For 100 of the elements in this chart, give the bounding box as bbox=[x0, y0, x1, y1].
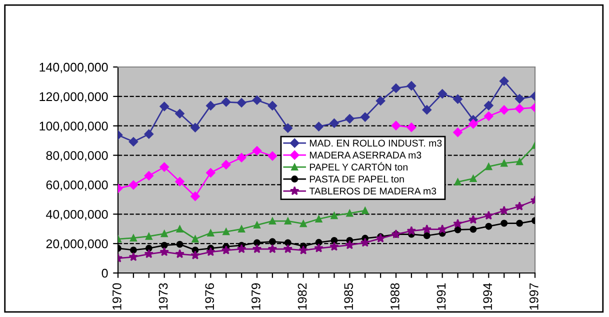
x-tick-label: 1997 bbox=[530, 283, 538, 310]
point bbox=[314, 122, 324, 132]
point bbox=[453, 94, 462, 104]
x-tick-label: 1982 bbox=[298, 283, 307, 310]
y-tick-label: 0 bbox=[102, 268, 108, 278]
point bbox=[500, 220, 508, 227]
point bbox=[514, 94, 524, 104]
point bbox=[206, 101, 216, 110]
point bbox=[284, 218, 292, 225]
point bbox=[300, 220, 307, 228]
point bbox=[330, 237, 338, 244]
point bbox=[406, 226, 416, 235]
point bbox=[499, 76, 509, 86]
point bbox=[330, 242, 339, 251]
point bbox=[160, 162, 169, 172]
point bbox=[206, 247, 216, 256]
point bbox=[360, 112, 370, 122]
x-tick-label: 1970 bbox=[112, 283, 122, 310]
point bbox=[268, 101, 278, 110]
point bbox=[406, 122, 416, 132]
point bbox=[283, 244, 293, 254]
point bbox=[345, 240, 354, 250]
point bbox=[484, 100, 494, 110]
point bbox=[144, 129, 154, 139]
y-tick-label: 20,000,000 bbox=[46, 239, 108, 250]
point bbox=[252, 146, 262, 156]
point bbox=[236, 244, 246, 254]
point bbox=[268, 244, 278, 254]
point bbox=[391, 120, 401, 130]
x-tick-label: 1976 bbox=[205, 283, 214, 310]
legend-label: TABLEROS DE MADERA m3 bbox=[309, 188, 436, 195]
x-tick-label: 1991 bbox=[436, 283, 446, 310]
legend-label: MAD. EN ROLLO INDUST. m3 bbox=[310, 140, 442, 147]
point bbox=[222, 228, 230, 236]
point bbox=[190, 250, 200, 260]
point bbox=[175, 177, 184, 186]
point bbox=[514, 104, 524, 114]
point bbox=[468, 119, 478, 129]
point bbox=[485, 163, 492, 170]
point bbox=[160, 242, 168, 249]
point bbox=[468, 214, 478, 224]
point bbox=[376, 96, 386, 106]
point bbox=[236, 98, 246, 108]
point bbox=[175, 249, 184, 258]
point bbox=[238, 226, 246, 232]
point bbox=[454, 178, 462, 186]
point bbox=[176, 240, 184, 248]
point bbox=[360, 238, 370, 247]
point bbox=[252, 95, 262, 105]
point bbox=[345, 114, 354, 124]
point bbox=[298, 245, 308, 254]
y-tick-label: 60,000,000 bbox=[46, 180, 108, 191]
point bbox=[330, 212, 338, 220]
point bbox=[484, 210, 494, 220]
point bbox=[144, 171, 154, 180]
point bbox=[283, 123, 293, 133]
x-tick-label: 1973 bbox=[158, 283, 168, 310]
legend-label: PASTA DE PAPEL ton bbox=[310, 176, 404, 183]
point bbox=[315, 216, 322, 222]
y-tick-label: 80,000,000 bbox=[46, 151, 108, 162]
point bbox=[423, 232, 430, 240]
point bbox=[130, 246, 137, 254]
point bbox=[221, 245, 231, 254]
point bbox=[190, 123, 200, 132]
point bbox=[254, 222, 260, 229]
x-tick-label: 1994 bbox=[483, 283, 492, 310]
legend-label: MADERA ASERRADA m3 bbox=[310, 152, 422, 159]
point bbox=[236, 153, 246, 162]
point bbox=[284, 239, 292, 246]
point bbox=[268, 238, 276, 246]
point bbox=[453, 218, 462, 228]
point bbox=[516, 158, 524, 166]
point bbox=[406, 81, 416, 90]
point bbox=[190, 192, 200, 201]
point bbox=[346, 210, 354, 217]
point bbox=[484, 112, 494, 121]
point bbox=[485, 222, 492, 230]
point bbox=[160, 230, 168, 238]
point bbox=[470, 175, 477, 182]
point bbox=[500, 160, 508, 167]
point bbox=[268, 151, 278, 161]
point bbox=[499, 206, 509, 215]
point bbox=[175, 109, 184, 118]
point bbox=[192, 236, 199, 242]
point bbox=[130, 234, 137, 242]
point bbox=[144, 249, 154, 258]
x-tick-label: 1988 bbox=[390, 283, 400, 310]
point bbox=[145, 232, 152, 240]
point bbox=[206, 168, 216, 178]
point bbox=[221, 97, 231, 107]
point bbox=[453, 128, 462, 137]
x-tick-label: 1979 bbox=[252, 283, 260, 310]
point bbox=[254, 239, 260, 246]
legend-label: PAPEL Y CARTÓN ton bbox=[310, 162, 408, 171]
point bbox=[128, 252, 138, 262]
point bbox=[128, 180, 138, 190]
point bbox=[160, 247, 169, 256]
point bbox=[160, 102, 169, 112]
point bbox=[221, 160, 231, 170]
point bbox=[362, 207, 369, 214]
